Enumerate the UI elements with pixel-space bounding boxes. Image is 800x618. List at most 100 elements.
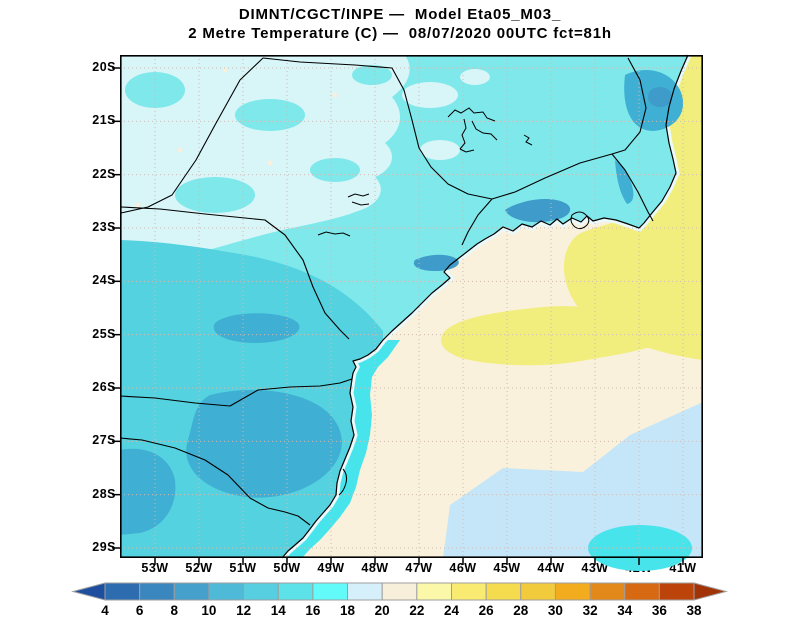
border-mg-es: [611, 57, 647, 155]
border-sp-pr: [120, 206, 350, 340]
colorbar-tick-label: 8: [171, 603, 179, 618]
lat-tick-label: 28S: [92, 486, 116, 501]
ocean-coastal-cyan-band: [282, 340, 400, 558]
state-borders: [119, 57, 654, 526]
colorbar-segment: [139, 582, 175, 601]
temperature-colorbar: 4 6 8 10 12 14 16 18 20 22 24 26 28 30 32 34 36 38: [71, 582, 728, 618]
axis-ticks: [112, 67, 684, 565]
lon-tick-label: 45W: [493, 561, 521, 575]
lat-tick-label: 26S: [92, 379, 116, 394]
ocean-fill: [279, 53, 703, 571]
lon-tick-label: 48W: [361, 561, 389, 575]
lat-tick-label: 27S: [92, 433, 116, 448]
colorbar-tick-label: 4: [101, 603, 109, 618]
colorbar-below-range-arrow: [71, 582, 106, 601]
colorbar-tick-label: 36: [652, 603, 668, 618]
lakes: [317, 107, 590, 496]
colorbar-tick-label: 28: [513, 603, 529, 618]
coastline: [281, 54, 689, 559]
land-cyan-patch: [310, 158, 360, 182]
lon-tick-label: 44W: [537, 561, 565, 575]
warm-fleck: [177, 147, 183, 153]
colorbar-tick-label: 30: [548, 603, 563, 618]
colorbar-tick-label: 34: [617, 603, 633, 618]
land-pale-patch: [460, 69, 490, 85]
border-sp-rj: [461, 198, 493, 246]
reservoir-squiggle2: [317, 231, 351, 237]
land-pale-north: [120, 55, 410, 273]
guanabara-bay: [570, 211, 590, 230]
ocean-warm-tongue: [441, 306, 675, 366]
land-pale-patch: [402, 82, 458, 108]
furnas-lake: [447, 107, 498, 153]
lon-tick-label: 46W: [449, 561, 477, 575]
serra-cold-streak: [505, 199, 571, 223]
chart-title: DIMNT/CGCT/INPE — Model Eta05_M03_: [238, 6, 562, 23]
colorbar-tick-label: 6: [136, 603, 144, 618]
warm-fleck: [135, 202, 141, 208]
colorbar-tick-label: 38: [687, 603, 703, 618]
colorbar-tick-label: 22: [409, 603, 424, 618]
lon-tick-label: 51W: [229, 561, 257, 575]
warm-fleck: [267, 160, 273, 166]
lon-tick-label: 49W: [317, 561, 345, 575]
lat-tick-label: 20S: [92, 60, 116, 74]
lon-tick-label: 52W: [185, 561, 213, 575]
lat-tick-label: 24S: [92, 273, 116, 288]
plot-frame: [120, 55, 704, 558]
border-parana-river: [120, 57, 264, 214]
land-cyan-patch: [125, 72, 185, 108]
land-cyan-patch: [175, 177, 255, 213]
colorbar-segment: [520, 582, 556, 601]
florianopolis-island: [338, 468, 348, 496]
colorbar-tick-label: 20: [375, 603, 390, 618]
lat-tick-label: 25S: [92, 326, 116, 341]
colorbar-tick-label: 26: [479, 603, 495, 618]
colorbar-segment: [243, 582, 279, 601]
lon-tick-label: 53W: [141, 561, 169, 575]
warm-fleck: [332, 92, 338, 98]
land-cyan-patch: [352, 65, 392, 85]
land-fill: [120, 55, 688, 558]
lon-tick-label: 43W: [581, 561, 609, 575]
land-cyan-patch: [235, 99, 305, 131]
colorbar-segment: [104, 582, 141, 601]
lat-tick-label: 22S: [92, 166, 116, 181]
small-lake: [523, 134, 533, 146]
border-pr-sc: [119, 378, 353, 407]
lon-tick-label: 50W: [273, 561, 301, 575]
colorbar-segment: [312, 582, 349, 601]
lat-tick-label: 21S: [92, 113, 116, 128]
colorbar-above-range-arrow: [693, 582, 728, 601]
colorbar-segment: [173, 582, 210, 601]
lon-tick-label: 47W: [405, 561, 433, 575]
land-pale-patch: [420, 140, 460, 160]
land-cold-patch-pr: [213, 313, 300, 343]
land-cold-patch-west: [120, 448, 176, 535]
colorbar-segment: [554, 582, 591, 601]
colorbar-segment: [381, 582, 418, 601]
colorbar-segment: [347, 582, 383, 601]
colorbar-tick-label: 16: [305, 603, 321, 618]
ocean-cool-southeast: [443, 402, 703, 558]
land-cold-core: [648, 87, 672, 107]
border-sc-rs: [119, 437, 311, 526]
colorbar-tick-label: 12: [236, 603, 251, 618]
colorbar-tick-label: 10: [201, 603, 216, 618]
serra-cold-streak2: [413, 254, 459, 271]
land-cold-patch-sc: [186, 390, 342, 498]
colorbar-segment: [451, 582, 487, 601]
border-mg-sp: [262, 57, 613, 200]
colorbar-tick-label: 32: [583, 603, 598, 618]
lat-tick-label: 29S: [92, 539, 116, 554]
colorbar-tick-label: 18: [340, 603, 356, 618]
colorbar-segment: [416, 582, 453, 601]
colorbar-segment: [658, 582, 695, 601]
chart-subtitle: 2 Metre Temperature (C) — 08/07/2020 00U…: [188, 25, 612, 42]
warm-fleck: [222, 67, 228, 73]
temperature-map: [112, 53, 704, 571]
colorbar-segment: [485, 582, 522, 601]
reservoir-squiggle: [347, 193, 370, 206]
lat-tick-label: 23S: [92, 219, 116, 234]
